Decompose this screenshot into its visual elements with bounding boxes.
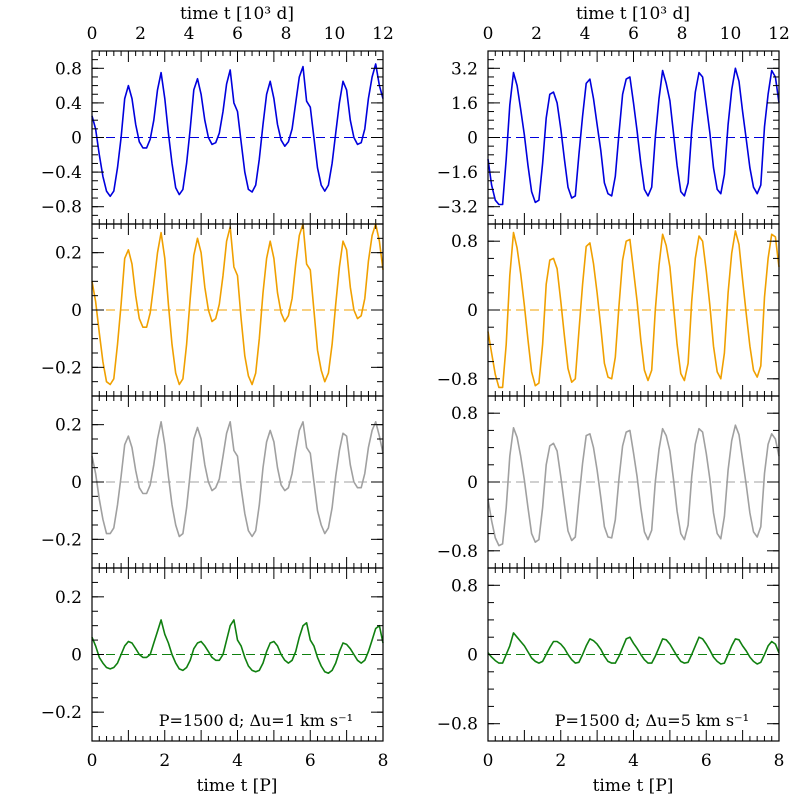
panel-right-row4-annotation: P=1500 d; Δu=5 km s⁻¹ (555, 711, 749, 730)
y-tick-label: 0 (467, 646, 478, 666)
panel-left-row2-series-line (91, 223, 384, 386)
y-tick-label: −0.8 (437, 542, 478, 562)
panel-left-row4-annotation: P=1500 d; Δu=1 km s⁻¹ (159, 711, 353, 730)
bottom-axis-label-left: time t [P] (197, 776, 278, 796)
y-tick-label: −0.2 (41, 530, 82, 550)
y-tick-label: −3.2 (437, 198, 478, 218)
panel-right-row4-series-line (487, 632, 780, 665)
y-tick-label: −0.8 (437, 370, 478, 390)
panel-right-row2: −0.8 0 0.8 (437, 223, 780, 397)
top-tick-label: 8 (281, 24, 292, 44)
panel-left-row2: −0.2 0 0.2 (41, 223, 384, 397)
panel-right-row1-series-line (487, 67, 780, 206)
top-tick-label: 0 (483, 24, 494, 44)
panel-left-row1-series-line (91, 63, 384, 198)
panel-left-row4: −0.2 0 0.2 0 2 4 6 8 P=1500 d; Δu=1 km s⁻¹ (41, 567, 389, 771)
top-tick-label: 4 (580, 24, 591, 44)
panel-right-row4-frame (487, 567, 780, 742)
top-tick-label: 2 (135, 24, 146, 44)
y-tick-label: −1.6 (437, 163, 478, 183)
top-tick-label: 8 (677, 24, 688, 44)
bottom-tick-label: 6 (701, 751, 712, 771)
y-tick-label: −0.2 (41, 358, 82, 378)
bottom-axis-label-right: time t [P] (593, 776, 674, 796)
y-tick-label: −0.8 (41, 198, 82, 218)
y-tick-label: 1.6 (451, 94, 478, 114)
bottom-tick-label: 6 (305, 751, 316, 771)
bottom-tick-label: 4 (628, 751, 639, 771)
y-tick-label: 0 (71, 301, 82, 321)
panel-right-row4: −0.800.80 2 4 6 8P=1500 d; Δu=5 km s⁻¹ (437, 567, 785, 771)
y-tick-label: 0 (71, 473, 82, 493)
panel-right-row3-series-line (487, 424, 780, 547)
top-tick-label: 10 (720, 24, 742, 44)
y-tick-label: 0.2 (55, 416, 82, 436)
y-tick-label: 0.2 (55, 588, 82, 608)
bottom-tick-label: 2 (159, 751, 170, 771)
top-tick-label: 10 (324, 24, 346, 44)
top-tick-label: 12 (768, 24, 790, 44)
y-tick-label: 0.8 (451, 576, 478, 596)
y-tick-label: 0.8 (451, 232, 478, 252)
top-tick-label: 12 (372, 24, 394, 44)
y-tick-label: 0.2 (55, 244, 82, 264)
bottom-tick-label: 0 (483, 751, 494, 771)
y-tick-label: 0.4 (55, 94, 82, 114)
panel-left-row4-frame (91, 567, 384, 742)
bottom-tick-label: 8 (774, 751, 785, 771)
y-tick-label: 0 (467, 129, 478, 149)
y-tick-label: −0.2 (41, 703, 82, 723)
bottom-tick-label: 0 (87, 751, 98, 771)
panel-right-row2-series-line (487, 230, 780, 389)
top-tick-label: 2 (531, 24, 542, 44)
bottom-tick-label: 4 (232, 751, 243, 771)
y-tick-label: 0.8 (451, 404, 478, 424)
bottom-tick-label: 2 (555, 751, 566, 771)
top-tick-label: 6 (628, 24, 639, 44)
y-tick-label: 0 (71, 129, 82, 149)
top-axis-label-right: time t [10³ d] (576, 4, 690, 24)
panel-left-row3-series-line (91, 420, 384, 538)
y-tick-label: 3.2 (451, 59, 478, 79)
top-tick-label: 4 (184, 24, 195, 44)
y-tick-label: 0 (467, 473, 478, 493)
y-tick-label: 0 (71, 646, 82, 666)
top-axis-label-left: time t [10³ d] (180, 4, 294, 24)
y-tick-label: −0.4 (41, 163, 82, 183)
top-tick-label: 6 (232, 24, 243, 44)
y-tick-label: −0.8 (437, 715, 478, 735)
panel-left-row3: −0.2 0 0.2 (41, 395, 384, 569)
bottom-tick-label: 8 (378, 751, 389, 771)
panel-right-row1: −3.2−1.601.63.20 2 4 6 8 10 12 (437, 24, 790, 225)
panel-right-row3: −0.8 0 0.8 (437, 395, 780, 569)
y-tick-label: 0.8 (55, 59, 82, 79)
y-tick-label: 0 (467, 301, 478, 321)
top-tick-label: 0 (87, 24, 98, 44)
panel-left-row1: −0.8−0.400.40.80 2 4 6 8 10 12 (41, 24, 394, 225)
panel-left-row4-series-line (91, 619, 384, 675)
